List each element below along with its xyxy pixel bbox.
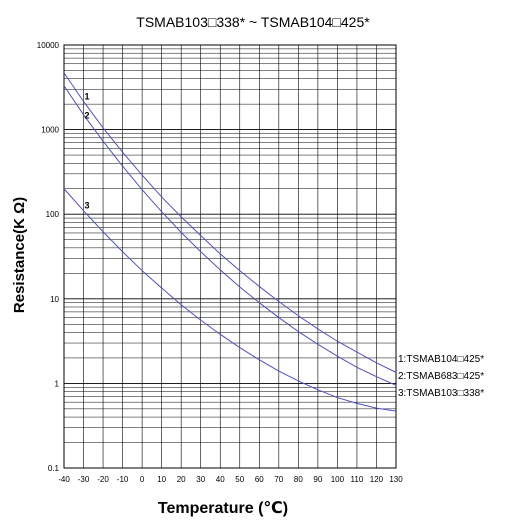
x-tick-label: -10 xyxy=(117,475,129,484)
tick-labels: -40 -30 -20 -10 0 10 20 30 40 50 60 70 80 90 100 110 120… xyxy=(37,41,403,484)
grid xyxy=(63,45,397,469)
legend-item: 1:TSMAB104□425* xyxy=(398,354,484,365)
x-tick-label: 90 xyxy=(313,475,322,484)
x-tick-label: 60 xyxy=(255,475,264,484)
legend-item: 2:TSMAB683□425* xyxy=(398,371,484,382)
x-tick-label: 50 xyxy=(235,475,244,484)
y-axis-label: Resistance(K Ω) xyxy=(11,197,28,313)
x-tick-label: -40 xyxy=(58,475,70,484)
x-tick-label: 30 xyxy=(196,475,205,484)
x-tick-label: -20 xyxy=(97,475,109,484)
x-tick-label: 80 xyxy=(294,475,303,484)
y-tick-label: 100 xyxy=(46,210,60,219)
plot-frame xyxy=(63,44,397,469)
y-tick-label: 0.1 xyxy=(48,464,60,473)
series-line-3 xyxy=(63,188,397,412)
series-line-1 xyxy=(63,72,397,373)
y-tick-label: 1000 xyxy=(41,126,59,135)
series-marker-2: 2 xyxy=(85,111,90,121)
series-layer: 1 2 3 xyxy=(63,72,397,412)
x-tick-label: 120 xyxy=(370,475,384,484)
chart-title: TSMAB103□338* ~ TSMAB104□425* xyxy=(136,14,370,30)
x-tick-label: 10 xyxy=(157,475,166,484)
series-marker-3: 3 xyxy=(85,201,90,211)
x-tick-label: -30 xyxy=(78,475,90,484)
y-tick-label: 1 xyxy=(55,379,60,388)
x-tick-label: 20 xyxy=(177,475,186,484)
y-tick-label: 10 xyxy=(50,295,59,304)
legend: 1:TSMAB104□425* 2:TSMAB683□425* 3:TSMAB103… xyxy=(398,354,484,399)
x-tick-label: 40 xyxy=(216,475,225,484)
series-marker-1: 1 xyxy=(85,91,90,101)
x-tick-label: 130 xyxy=(389,475,403,484)
legend-item: 3:TSMAB103□338* xyxy=(398,388,484,399)
series-line-2 xyxy=(63,85,397,386)
x-tick-label: 110 xyxy=(351,475,364,484)
x-axis-label: Temperature (℃) xyxy=(158,500,288,517)
x-tick-label: 100 xyxy=(331,475,345,484)
x-tick-label: 0 xyxy=(140,475,145,484)
x-tick-label: 70 xyxy=(274,475,283,484)
y-tick-label: 10000 xyxy=(37,41,60,50)
